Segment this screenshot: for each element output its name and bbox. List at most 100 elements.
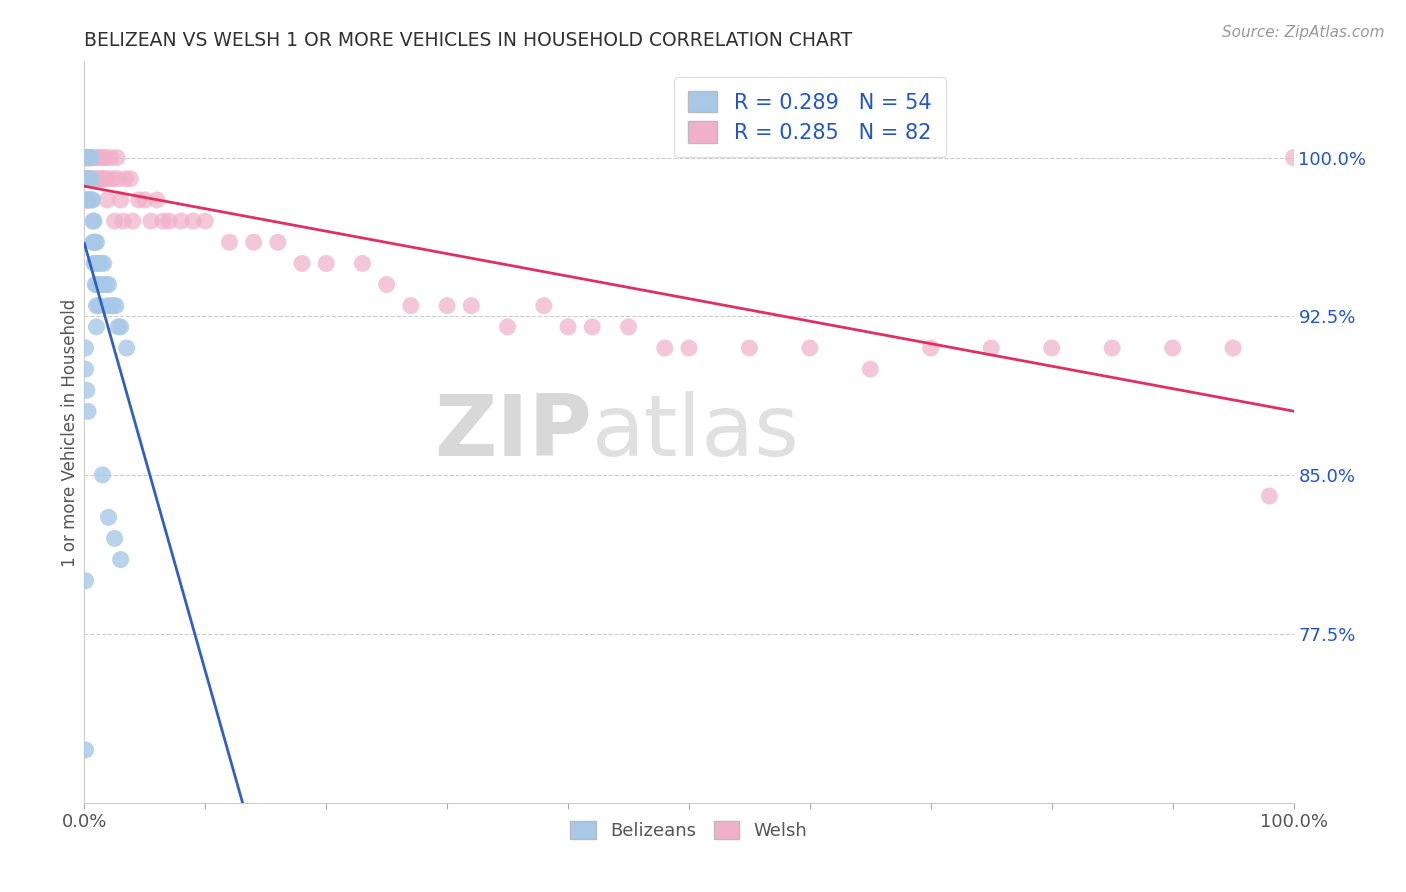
Point <box>86 171 108 186</box>
Point <box>87 299 110 313</box>
Point <box>83 256 105 270</box>
Point <box>75 151 97 165</box>
Point <box>1101 341 1123 355</box>
Point <box>86 277 108 292</box>
Point <box>107 171 129 186</box>
Point <box>100 299 122 313</box>
Point <box>103 299 125 313</box>
Point <box>654 341 676 355</box>
Point <box>533 299 555 313</box>
Point <box>75 193 97 207</box>
Point <box>75 171 97 186</box>
Point <box>84 277 107 292</box>
Point <box>75 151 97 165</box>
Point <box>77 171 100 186</box>
Point <box>75 743 97 757</box>
Point <box>1258 489 1281 503</box>
Point <box>75 171 97 186</box>
Point <box>86 235 108 250</box>
Point <box>76 151 98 165</box>
Point <box>121 214 143 228</box>
Text: Source: ZipAtlas.com: Source: ZipAtlas.com <box>1222 25 1385 40</box>
Point <box>89 151 111 165</box>
Point <box>100 151 122 165</box>
Point <box>75 151 97 165</box>
Point <box>581 319 603 334</box>
Point <box>83 235 105 250</box>
Point <box>90 171 112 186</box>
Point <box>75 151 97 165</box>
Point <box>859 362 882 376</box>
Point <box>77 151 100 165</box>
Point <box>146 193 169 207</box>
Point <box>77 151 100 165</box>
Text: ZIP: ZIP <box>434 391 592 475</box>
Point <box>84 235 107 250</box>
Point <box>97 277 120 292</box>
Point <box>77 171 100 186</box>
Point <box>77 193 100 207</box>
Point <box>352 256 374 270</box>
Point <box>77 404 100 418</box>
Point <box>496 319 519 334</box>
Point <box>79 171 101 186</box>
Point <box>75 171 97 186</box>
Point <box>96 193 118 207</box>
Point <box>152 214 174 228</box>
Point <box>77 193 100 207</box>
Point <box>86 256 108 270</box>
Text: BELIZEAN VS WELSH 1 OR MORE VEHICLES IN HOUSEHOLD CORRELATION CHART: BELIZEAN VS WELSH 1 OR MORE VEHICLES IN … <box>84 30 852 50</box>
Point <box>170 214 193 228</box>
Point <box>82 235 104 250</box>
Point <box>77 193 100 207</box>
Point <box>86 299 108 313</box>
Point <box>83 214 105 228</box>
Point <box>96 299 118 313</box>
Point <box>93 151 115 165</box>
Point <box>76 171 98 186</box>
Point <box>97 171 120 186</box>
Point <box>77 171 100 186</box>
Point <box>267 235 290 250</box>
Point <box>93 256 115 270</box>
Point <box>94 151 117 165</box>
Point <box>104 214 127 228</box>
Point <box>80 171 103 186</box>
Point <box>87 256 110 270</box>
Point <box>139 214 162 228</box>
Point <box>82 193 104 207</box>
Point <box>115 341 138 355</box>
Point <box>110 319 132 334</box>
Point <box>76 193 98 207</box>
Point <box>218 235 240 250</box>
Point <box>84 151 107 165</box>
Point <box>75 341 97 355</box>
Point <box>157 214 180 228</box>
Point <box>82 151 104 165</box>
Point <box>134 193 156 207</box>
Point <box>75 362 97 376</box>
Point <box>80 171 103 186</box>
Point <box>83 171 105 186</box>
Point <box>436 299 458 313</box>
Point <box>91 467 114 482</box>
Point <box>678 341 700 355</box>
Point <box>120 171 142 186</box>
Point <box>79 151 101 165</box>
Point <box>94 277 117 292</box>
Point <box>1161 341 1184 355</box>
Point <box>97 510 120 524</box>
Point <box>105 151 128 165</box>
Point <box>107 319 129 334</box>
Point <box>86 319 108 334</box>
Point <box>82 214 104 228</box>
Point <box>315 256 337 270</box>
Point <box>91 277 114 292</box>
Point <box>76 384 98 398</box>
Point <box>1282 151 1305 165</box>
Point <box>75 151 97 165</box>
Point <box>75 574 97 588</box>
Point <box>128 193 150 207</box>
Point <box>399 299 422 313</box>
Point <box>75 151 97 165</box>
